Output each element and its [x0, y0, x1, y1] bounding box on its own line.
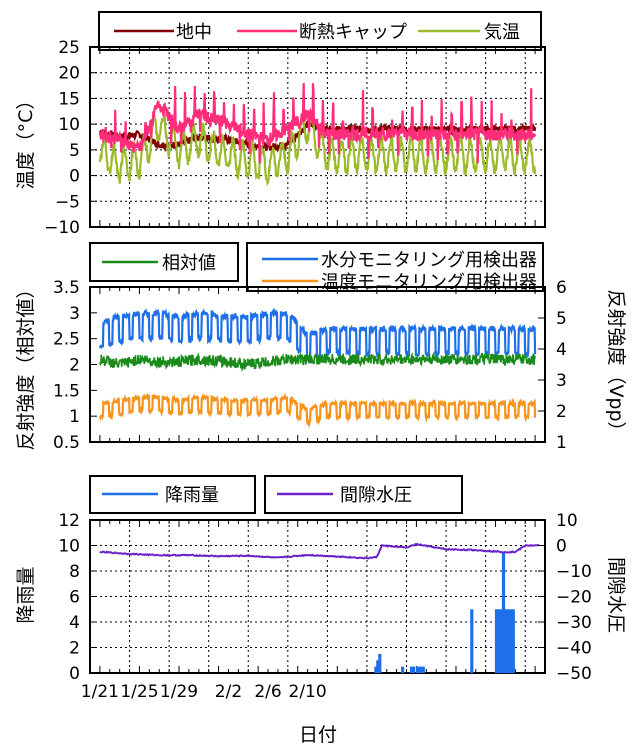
panel2-series — [98, 307, 537, 429]
panel2-ylabel-right: 反射強度（Vpp） — [605, 289, 627, 440]
rain-bar — [409, 666, 414, 673]
y-tick-label: −10 — [44, 218, 80, 238]
x-tick-label: 2/10 — [289, 682, 327, 702]
y-tick-label: −40 — [556, 639, 592, 659]
panel1-ylabel: 温度（°C） — [15, 91, 37, 190]
y-tick-label: −5 — [55, 192, 80, 212]
rain-bar — [503, 609, 507, 674]
series-line-moist — [98, 307, 537, 364]
y-tick-label: 4 — [69, 613, 80, 633]
y-tick-label: 3 — [69, 304, 80, 324]
x-tick-label: 2/6 — [254, 682, 281, 702]
rain-bar — [511, 609, 515, 674]
y-tick-label: −10 — [556, 562, 592, 582]
panel3-rain-bars — [374, 551, 515, 674]
panel3-y-ticks-left: 12 10 8 6 4 2 0 — [58, 511, 97, 684]
legend-label-tempdet: 温度モニタリング用検出器 — [321, 272, 537, 293]
series-line-tdet — [98, 392, 537, 429]
panel3-ylabel-right: 間隙水圧 — [605, 557, 627, 633]
y-tick-label: 6 — [69, 588, 80, 608]
pore-pressure-line — [99, 542, 540, 560]
x-tick-label: 1/29 — [160, 682, 198, 702]
y-tick-label: 0 — [69, 167, 80, 187]
rain-bar — [496, 609, 501, 674]
panel3-ylabel-left: 降雨量 — [15, 566, 37, 623]
rain-bar — [374, 666, 378, 673]
panel3-x-tick-labels: 1/21 1/25 1/29 2/2 2/6 2/10 — [81, 682, 327, 702]
y-tick-label: 2 — [69, 639, 80, 659]
y-tick-label: 2.5 — [53, 330, 80, 350]
x-axis-label: 日付 — [299, 724, 337, 746]
x-tick-label: 1/21 — [81, 682, 119, 702]
y-tick-label: 2 — [69, 356, 80, 376]
y-tick-label: 4 — [556, 340, 567, 360]
y-tick-label: 0.5 — [53, 433, 80, 453]
rain-bar — [499, 609, 504, 674]
y-tick-label: 1.5 — [53, 381, 80, 401]
y-tick-label: 3 — [556, 371, 567, 391]
y-tick-label: 5 — [69, 141, 80, 161]
panel1-y-ticks: 25 20 15 10 5 0 −5 −10 — [44, 38, 97, 238]
y-tick-label: 1 — [69, 407, 80, 427]
y-tick-label: 10 — [556, 511, 578, 531]
rain-bar — [401, 666, 405, 673]
rain-bar — [421, 666, 425, 673]
rain-bar — [494, 609, 499, 674]
series-line-cap — [98, 83, 537, 164]
y-tick-label: 12 — [58, 511, 80, 531]
rain-bar — [378, 653, 382, 673]
legend-label-ground: 地中 — [176, 22, 212, 43]
y-tick-label: 2 — [556, 402, 567, 422]
y-tick-label: 8 — [69, 562, 80, 582]
legend-label-rain: 降雨量 — [165, 485, 219, 506]
y-tick-label: 10 — [58, 115, 80, 135]
y-tick-label: 10 — [58, 537, 80, 557]
rain-bar — [418, 666, 422, 673]
panel2-ylabel-left: 反射強度（相対値） — [15, 279, 37, 450]
rain-bar — [505, 609, 509, 674]
panel2-y-ticks-left: 3.5 3 2.5 2 1.5 1 0.5 — [53, 278, 97, 453]
panel2-y-ticks-right: 6 5 4 3 2 1 — [538, 278, 567, 453]
y-tick-label: −20 — [556, 588, 592, 608]
x-tick-label: 1/25 — [120, 682, 158, 702]
legend-box-detectors — [246, 242, 544, 292]
y-tick-label: 5 — [556, 309, 567, 329]
rain-bar — [415, 666, 419, 673]
panel3-grid — [90, 520, 545, 673]
y-tick-label: −30 — [556, 613, 592, 633]
y-tick-label: 6 — [556, 278, 567, 298]
legend-label-air: 気温 — [484, 22, 520, 43]
legend-label-cap: 断熱キャップ — [299, 22, 407, 43]
panel1-grid — [90, 47, 545, 227]
y-tick-label: 1 — [556, 433, 567, 453]
y-tick-label: −50 — [556, 664, 592, 684]
panel1-series — [98, 83, 537, 187]
y-tick-label: 0 — [556, 537, 567, 557]
rain-bar — [470, 609, 474, 674]
legend-label-relative: 相対値 — [162, 253, 216, 274]
rain-bar — [508, 609, 512, 674]
y-tick-label: 20 — [58, 64, 80, 84]
rain-bar — [376, 660, 380, 674]
y-tick-label: 3.5 — [53, 278, 80, 298]
rain-bar — [411, 666, 415, 673]
y-tick-label: 25 — [58, 38, 80, 58]
x-tick-label: 2/2 — [215, 682, 242, 702]
legend-label-moisture: 水分モニタリング用検出器 — [321, 250, 537, 271]
y-tick-label: 15 — [58, 89, 80, 109]
panel3-pore-line — [99, 542, 540, 560]
panel1-x-ticks — [99, 47, 536, 227]
series-line-rel — [99, 350, 536, 373]
legend-label-pore: 間隙水圧 — [340, 485, 412, 506]
y-tick-label: 0 — [69, 664, 80, 684]
panel2-x-ticks — [99, 287, 536, 442]
rain-bar — [501, 551, 506, 673]
panel3-y-ticks-right: 10 0 −10 −20 −30 −40 −50 — [538, 511, 592, 684]
